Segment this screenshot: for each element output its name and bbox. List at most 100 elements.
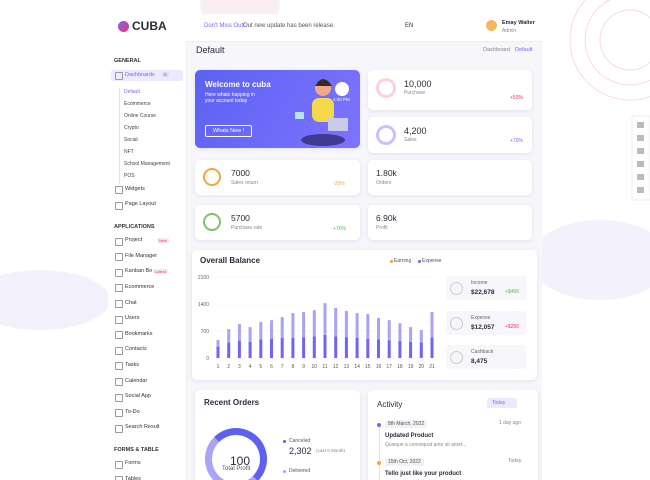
menu-icon bbox=[115, 393, 123, 402]
mini-card bbox=[368, 205, 532, 240]
welcome-text: Here whats happing in your account today bbox=[205, 92, 255, 104]
menu-icon bbox=[115, 237, 123, 246]
menu-item[interactable]: Kanban Bo bbox=[125, 268, 153, 275]
menu-item[interactable]: Tables bbox=[125, 475, 141, 480]
mini-icon bbox=[203, 213, 221, 231]
order-marker bbox=[283, 440, 286, 443]
menu-item[interactable]: Calendar bbox=[125, 377, 148, 384]
welcome-title: Welcome to cuba bbox=[205, 80, 271, 89]
activity-text: Quisque a consequat ante sit amet... bbox=[385, 442, 467, 448]
donut bbox=[205, 428, 267, 480]
menu-item[interactable]: Search Result bbox=[125, 424, 160, 431]
menu-icon bbox=[115, 315, 123, 324]
notice-highlight: Don't Miss Out! bbox=[204, 23, 245, 29]
order-note: (Last 6 Month) bbox=[316, 448, 346, 453]
menu-icon bbox=[115, 284, 123, 293]
legend-marker bbox=[390, 260, 393, 263]
activity-ago: 1 day ago bbox=[499, 420, 521, 426]
legend-label: Expense bbox=[422, 258, 442, 264]
menu-item[interactable]: Page Layout bbox=[125, 201, 156, 208]
submenu-item[interactable]: Social bbox=[124, 137, 138, 143]
submenu-item[interactable]: POS bbox=[124, 173, 135, 179]
menu-item[interactable]: Widgets bbox=[125, 185, 145, 192]
menu-icon bbox=[115, 460, 123, 469]
mini-change: +70% bbox=[333, 226, 346, 232]
breadcrumb[interactable]: Default bbox=[515, 47, 533, 53]
activity-filter[interactable]: Today bbox=[487, 398, 518, 408]
menu-icon bbox=[115, 409, 123, 418]
menu-icon bbox=[115, 186, 123, 194]
language[interactable]: EN bbox=[405, 23, 414, 29]
welcome-button[interactable]: Whats New ! bbox=[205, 125, 253, 137]
order-label: Delivered bbox=[289, 468, 311, 474]
mini-change: -20% bbox=[333, 181, 345, 187]
mini-value: 1.80k bbox=[376, 168, 397, 178]
menu-item[interactable]: Project bbox=[125, 237, 143, 244]
activity-item-title: Updated Product bbox=[385, 433, 434, 439]
submenu-item[interactable]: Default bbox=[124, 89, 140, 95]
menu-item[interactable]: Social App bbox=[125, 393, 151, 400]
donut-label: Total Profit bbox=[222, 466, 251, 472]
stat-change: +70% bbox=[510, 138, 523, 144]
brand: CUBA bbox=[132, 19, 167, 33]
menu-badge: 8 bbox=[162, 72, 169, 77]
menu-item[interactable]: Bookmarks bbox=[125, 330, 153, 337]
mini-value: 7000 bbox=[231, 168, 250, 178]
sidebar bbox=[108, 14, 187, 480]
notice: Out new update has been release. bbox=[243, 23, 335, 29]
welcome-illustration bbox=[295, 79, 349, 146]
menu-item[interactable]: Forms bbox=[125, 460, 141, 467]
legend-marker bbox=[418, 260, 421, 263]
stat-value: 10,000 bbox=[404, 79, 432, 89]
order-label: Canceled bbox=[289, 438, 311, 444]
menu-icon bbox=[115, 362, 123, 371]
summary-label: Expense bbox=[471, 315, 491, 321]
mini-card bbox=[368, 160, 532, 195]
avatar[interactable] bbox=[486, 20, 497, 31]
stat-value: 4,200 bbox=[404, 126, 427, 136]
summary-value: 8,475 bbox=[471, 358, 488, 365]
summary-value: $22,678 bbox=[471, 289, 495, 296]
timeline-dot bbox=[377, 423, 381, 427]
mini-value: 5700 bbox=[231, 213, 250, 223]
summary-value: $12,057 bbox=[471, 324, 495, 331]
submenu-item[interactable]: Crypto bbox=[124, 125, 139, 131]
mini-card bbox=[195, 205, 360, 240]
summary-icon bbox=[450, 317, 463, 330]
menu-item[interactable]: Ecommerce bbox=[125, 283, 155, 290]
sidebar-section-title: APPLICATIONS bbox=[114, 223, 155, 230]
stat-label: Sales bbox=[404, 137, 417, 143]
menu-icon bbox=[115, 268, 123, 277]
menu-icon bbox=[115, 476, 123, 480]
menu-item[interactable]: Users bbox=[125, 315, 140, 322]
stat-change: +50% bbox=[510, 95, 523, 101]
activity-title: Activity bbox=[377, 400, 403, 409]
sidebar-section-title: GENERAL bbox=[114, 58, 141, 64]
menu-icon bbox=[115, 253, 123, 262]
active-item-bg bbox=[111, 70, 183, 81]
mini-value: 6.90k bbox=[376, 213, 397, 223]
submenu-item[interactable]: School Management bbox=[124, 161, 170, 167]
menu-item[interactable]: Contacts bbox=[125, 346, 147, 353]
menu-item[interactable]: Tasks bbox=[125, 361, 140, 368]
submenu-item[interactable]: NFT bbox=[124, 149, 134, 155]
menu-item[interactable]: To-Do bbox=[125, 408, 140, 415]
breadcrumb[interactable]: Dashboard bbox=[483, 47, 510, 53]
menu-icon bbox=[115, 300, 123, 308]
user-name[interactable]: Emay Walter bbox=[502, 20, 535, 26]
summary-change: +$256 bbox=[505, 324, 520, 330]
menu-icon bbox=[115, 331, 123, 340]
submenu-item[interactable]: Online Course bbox=[124, 113, 156, 119]
menu-item[interactable]: Dashboards bbox=[125, 71, 155, 78]
user-role: Admin bbox=[502, 28, 517, 34]
orders-title: Recent Orders bbox=[204, 398, 260, 407]
summary-icon bbox=[450, 282, 463, 295]
activity-date: 8th March, 2022 bbox=[385, 420, 428, 428]
mini-label: Purchase rate bbox=[231, 225, 263, 231]
menu-item[interactable]: File Manager bbox=[125, 252, 158, 259]
legend-label: Earning bbox=[394, 258, 412, 264]
menu-item[interactable]: Chat bbox=[125, 299, 137, 306]
submenu-item[interactable]: Ecommerce bbox=[124, 101, 151, 107]
menu-icon bbox=[115, 346, 123, 355]
